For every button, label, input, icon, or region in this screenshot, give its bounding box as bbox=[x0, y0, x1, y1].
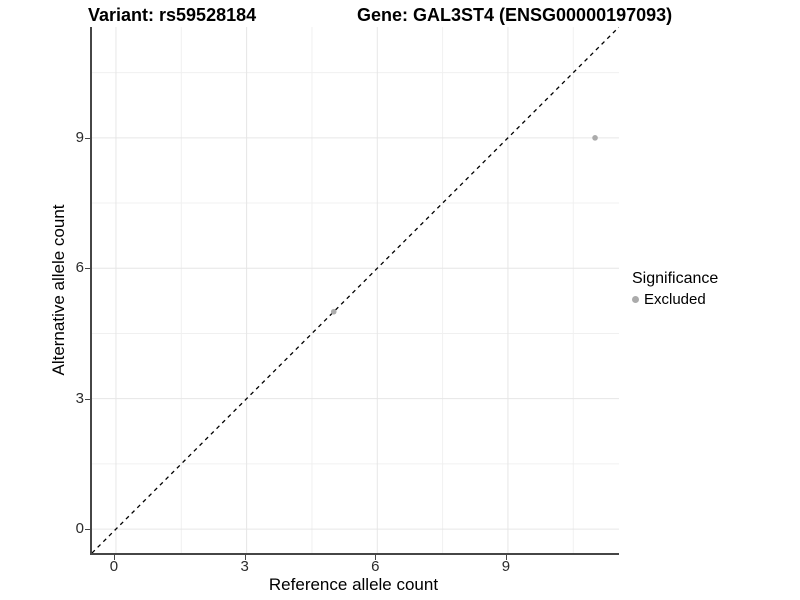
y-tick-mark bbox=[85, 529, 90, 531]
data-point bbox=[330, 308, 337, 315]
y-tick-label: 0 bbox=[75, 520, 84, 538]
plot-area bbox=[92, 27, 619, 553]
legend-item-label: Excluded bbox=[644, 291, 706, 308]
y-axis-title: Alternative allele count bbox=[49, 204, 68, 376]
x-tick-label: 6 bbox=[371, 558, 380, 575]
y-tick-label: 3 bbox=[75, 389, 84, 407]
legend-title: Significance bbox=[632, 270, 719, 287]
y-tick-label: 9 bbox=[75, 128, 84, 146]
x-tick-mark bbox=[113, 555, 115, 560]
variant-title: Variant: rs59528184 bbox=[88, 5, 257, 25]
gene-title: Gene: GAL3ST4 (ENSG00000197093) bbox=[357, 5, 673, 25]
legend-item-excluded: Excluded bbox=[632, 291, 718, 308]
y-tick-mark bbox=[85, 398, 90, 400]
x-tick-mark bbox=[375, 555, 377, 560]
x-axis-title: Reference allele count bbox=[268, 575, 439, 594]
y-tick-mark bbox=[85, 268, 90, 270]
plot-panel bbox=[90, 27, 619, 555]
data-point bbox=[592, 135, 598, 141]
x-tick-label: 0 bbox=[109, 558, 119, 575]
y-tick-mark bbox=[85, 137, 90, 139]
identity-dashed-line bbox=[92, 27, 619, 553]
x-tick-label: 3 bbox=[240, 558, 249, 575]
legend: Significance Excluded bbox=[632, 270, 718, 308]
excluded-point-icon bbox=[632, 296, 639, 303]
x-tick-mark bbox=[505, 555, 507, 560]
x-tick-label: 9 bbox=[501, 558, 511, 575]
y-tick-label: 6 bbox=[75, 259, 84, 277]
x-tick-mark bbox=[244, 555, 246, 560]
